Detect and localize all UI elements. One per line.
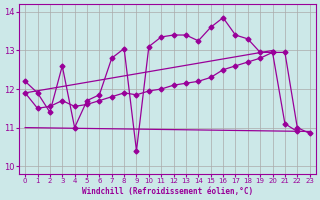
X-axis label: Windchill (Refroidissement éolien,°C): Windchill (Refroidissement éolien,°C) [82, 187, 253, 196]
